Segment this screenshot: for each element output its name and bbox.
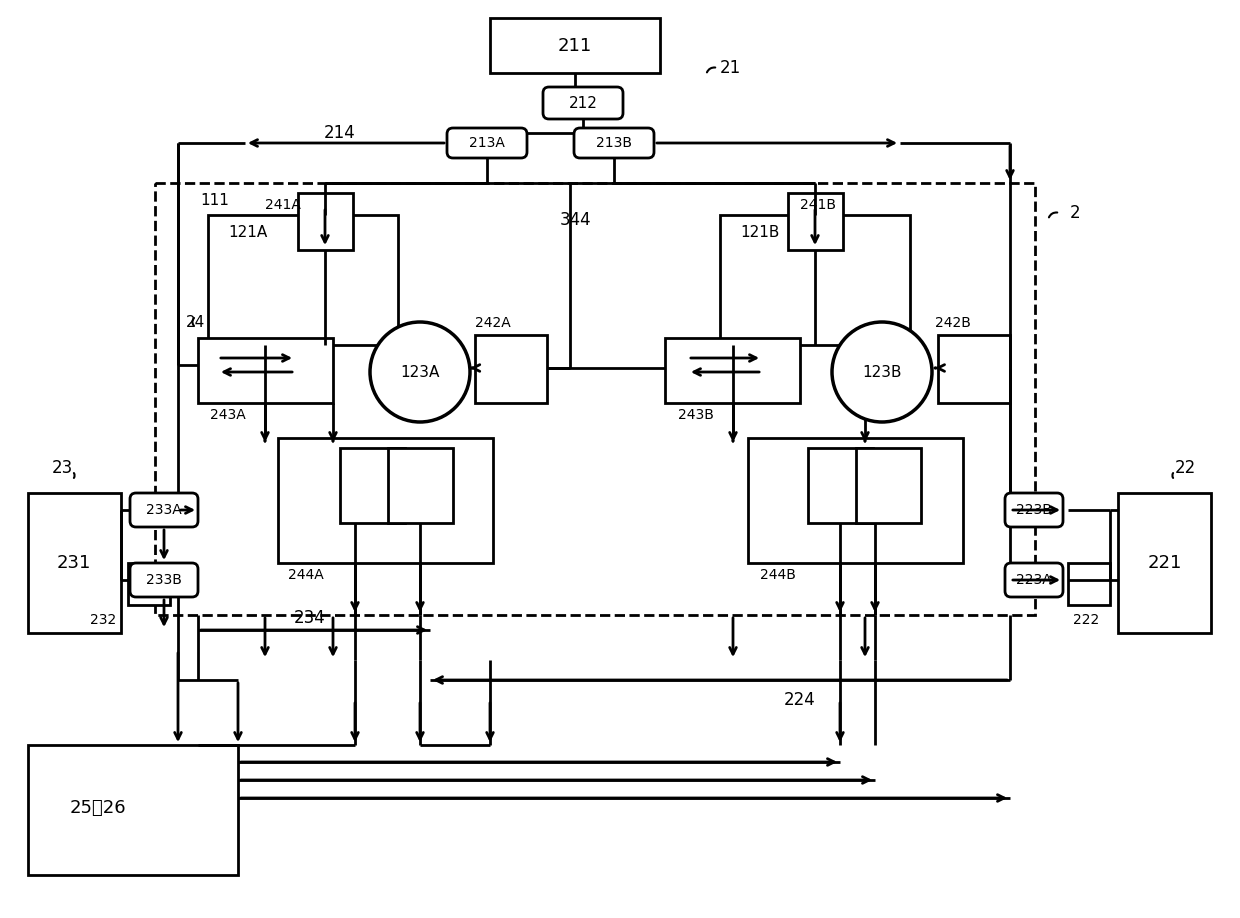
Bar <box>937 335 1011 403</box>
Bar <box>298 193 353 250</box>
Circle shape <box>832 322 932 422</box>
Text: 233A: 233A <box>146 503 182 517</box>
Text: 213A: 213A <box>469 136 505 150</box>
Bar <box>808 448 873 523</box>
Text: 241B: 241B <box>800 198 836 212</box>
Bar <box>29 493 122 633</box>
Bar <box>208 215 398 345</box>
Bar <box>198 338 334 403</box>
FancyBboxPatch shape <box>130 493 198 527</box>
Bar <box>475 335 547 403</box>
Text: 22: 22 <box>1174 459 1195 477</box>
Text: 123B: 123B <box>862 364 901 379</box>
Bar <box>720 215 910 345</box>
Bar <box>155 183 1035 615</box>
Text: 231: 231 <box>57 554 92 572</box>
Bar <box>490 18 660 73</box>
Text: 211: 211 <box>558 37 593 55</box>
Bar <box>1068 563 1110 605</box>
Text: 213B: 213B <box>596 136 632 150</box>
Bar <box>278 438 494 563</box>
Bar <box>748 438 963 563</box>
Text: 111: 111 <box>200 193 229 207</box>
Text: 2: 2 <box>1070 204 1080 222</box>
Text: 222: 222 <box>1073 613 1099 627</box>
Bar <box>856 448 921 523</box>
FancyBboxPatch shape <box>446 128 527 158</box>
Text: 123A: 123A <box>401 364 440 379</box>
Text: 241A: 241A <box>265 198 301 212</box>
Text: 233B: 233B <box>146 573 182 587</box>
Text: 243A: 243A <box>210 408 246 422</box>
Bar <box>128 563 170 605</box>
Text: 242B: 242B <box>935 316 971 330</box>
Text: 21: 21 <box>720 59 742 77</box>
FancyBboxPatch shape <box>574 128 653 158</box>
FancyBboxPatch shape <box>1004 563 1063 597</box>
FancyBboxPatch shape <box>1004 493 1063 527</box>
Text: 212: 212 <box>569 95 598 110</box>
Bar <box>665 338 800 403</box>
Text: 23: 23 <box>51 459 73 477</box>
Text: 243B: 243B <box>678 408 714 422</box>
Text: 224: 224 <box>784 691 816 709</box>
Text: 221: 221 <box>1148 554 1182 572</box>
FancyBboxPatch shape <box>130 563 198 597</box>
Text: 121A: 121A <box>228 225 268 240</box>
Circle shape <box>370 322 470 422</box>
Text: 223A: 223A <box>1016 573 1052 587</box>
Text: 214: 214 <box>324 124 356 142</box>
Text: 244B: 244B <box>760 568 796 582</box>
Bar <box>29 745 238 875</box>
Bar <box>787 193 843 250</box>
Text: 232: 232 <box>89 613 117 627</box>
FancyBboxPatch shape <box>543 87 622 119</box>
Text: 24: 24 <box>186 315 206 330</box>
Text: 344: 344 <box>559 211 590 229</box>
Bar <box>388 448 453 523</box>
Text: 234: 234 <box>294 609 326 627</box>
Text: 244A: 244A <box>288 568 324 582</box>
Text: 121B: 121B <box>740 225 780 240</box>
Text: 25、26: 25、26 <box>69 799 126 817</box>
Text: 223B: 223B <box>1016 503 1052 517</box>
Bar <box>1118 493 1211 633</box>
Bar <box>340 448 405 523</box>
Text: 242A: 242A <box>475 316 511 330</box>
